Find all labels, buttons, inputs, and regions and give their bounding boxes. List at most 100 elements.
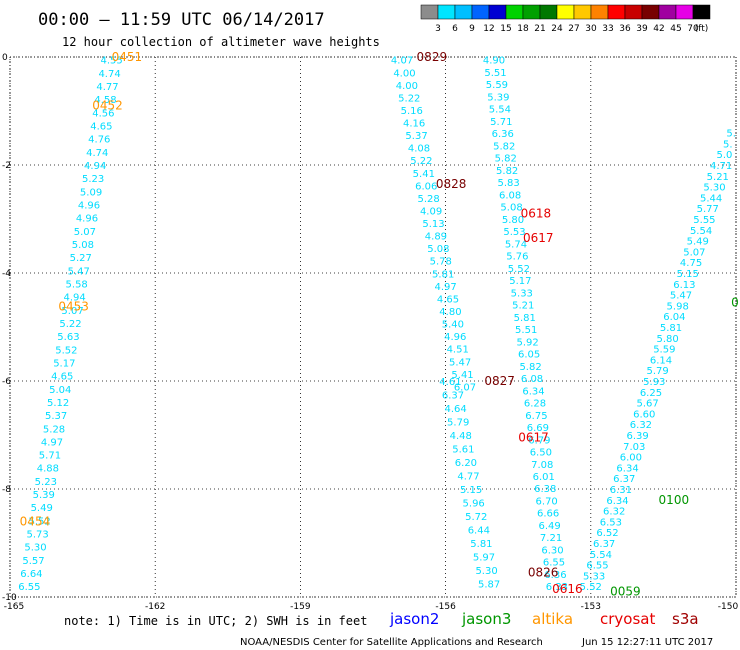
wave-height-value: 5.71 — [39, 451, 61, 462]
wave-height-value: 5.33 — [583, 571, 605, 582]
wave-height-value: 4.00 — [393, 68, 415, 79]
colorbar-label: (ft) — [695, 24, 709, 34]
wave-height-value: 5.28 — [418, 194, 440, 205]
colorbar-label: 15 — [500, 24, 511, 34]
wave-height-value: 5.76 — [506, 252, 528, 263]
wave-height-value: 5.52 — [508, 264, 530, 275]
wave-height-value: 6.25 — [640, 388, 662, 399]
colorbar-swatch — [624, 4, 643, 20]
y-tick-label: -6 — [2, 377, 11, 387]
wave-height-value: 4.55 — [101, 56, 123, 67]
y-tick-label: 0 — [2, 53, 8, 63]
wave-height-value: 4.74 — [98, 69, 120, 80]
wave-height-value: 6.55 — [586, 561, 608, 572]
wave-height-value: 5.96 — [463, 499, 485, 510]
wave-height-value: 5.53 — [503, 227, 525, 238]
wave-height-value: 5.73 — [26, 530, 48, 541]
colorbar-swatch — [675, 4, 694, 20]
wave-height-value: 5.12 — [47, 398, 69, 409]
wave-height-value: 5.82 — [495, 154, 517, 165]
wave-height-value: 4.88 — [37, 464, 59, 475]
wave-height-value: 6.55 — [543, 558, 565, 569]
wave-height-value: 5.30 — [24, 543, 46, 554]
wave-height-value: 5.39 — [487, 92, 509, 103]
wave-height-value: 6.75 — [525, 411, 547, 422]
wave-height-value: 6.37 — [593, 539, 615, 550]
wave-height-value: 6.20 — [455, 458, 477, 469]
wave-height-value: 6.07 — [454, 382, 476, 393]
wave-height-value: 6.55 — [18, 582, 40, 593]
wave-height-value: 5.49 — [31, 503, 53, 514]
wave-height-value: 5.08 — [72, 240, 94, 251]
wave-height-value: 5.61 — [452, 445, 474, 456]
satellite-legend: jason2 jason3 altika cryosat s3a — [389, 610, 699, 628]
wave-height-value: 4.89 — [425, 232, 447, 243]
wave-height-value: 6.14 — [650, 355, 672, 366]
wave-height-value: 4.94 — [84, 161, 106, 172]
wave-height-value: 5.52 — [55, 345, 77, 356]
colorbar-swatch — [437, 4, 456, 20]
wave-height-value: 4.00 — [396, 81, 418, 92]
wave-height-value: 5.16 — [401, 106, 423, 117]
wave-height-value: 6.50 — [530, 448, 552, 459]
wave-height-value: 5.23 — [35, 477, 57, 488]
wave-height-value: 4.64 — [444, 404, 466, 415]
wave-height-value: 6.32 — [630, 420, 652, 431]
wave-height-value: 5.81 — [660, 323, 682, 334]
colorbar-label: 70 — [687, 24, 699, 34]
wave-height-value: 7.21 — [540, 533, 562, 544]
colorbar-label: 6 — [452, 24, 458, 34]
satellite-legend-entry: jason2 — [389, 610, 439, 628]
colorbar-label: 21 — [534, 24, 545, 34]
wave-height-value: 6.06 — [415, 181, 437, 192]
wave-height-value: 5.71 — [490, 117, 512, 128]
time-label: 0617 — [523, 231, 554, 245]
wave-height-value: 6.36 — [544, 570, 566, 581]
time-label: 0616 — [552, 582, 583, 596]
wave-height-value: 7.08 — [531, 460, 553, 471]
wave-height-value: 5.49 — [687, 237, 709, 248]
wave-height-value: 5.79 — [647, 366, 669, 377]
wave-height-value: 5.21 — [707, 172, 729, 183]
wave-height-value: 4.96 — [76, 214, 98, 225]
wave-height-value: 6.34 — [616, 463, 638, 474]
satellite-legend-entry: s3a — [672, 610, 699, 628]
plot-grid — [9, 56, 737, 598]
wave-height-value: 5.80 — [657, 334, 679, 345]
wave-height-value: 5.23 — [82, 174, 104, 185]
wave-height-value: 4.09 — [420, 206, 442, 217]
wave-height-value: 4.61 — [439, 377, 461, 388]
wave-height-value: 5.54 — [690, 226, 712, 237]
colorbar-swatch — [505, 4, 524, 20]
wave-height-value: 6.13 — [673, 280, 695, 291]
colorbar-label: 18 — [517, 24, 529, 34]
colorbar-legend: 3 6 9 12 15 18 21 24 27 30 33 36 39 42 45 70(ft) — [420, 4, 711, 34]
satellite-legend-entry: jason3 — [461, 610, 511, 628]
wave-height-value: 5.47 — [670, 291, 692, 302]
wave-height-value: 6.64 — [20, 569, 42, 580]
wave-height-value: 5.30 — [475, 566, 497, 577]
colorbar-swatch — [658, 4, 677, 20]
time-label: 0827 — [484, 374, 515, 388]
satellite-legend-entry: altika — [532, 610, 573, 628]
time-label: 0100 — [731, 296, 740, 310]
x-tick-label: -165 — [4, 602, 24, 612]
wave-height-value: 5.37 — [405, 131, 427, 142]
colorbar-label: 42 — [653, 24, 664, 34]
wave-height-value: 5. — [726, 129, 736, 140]
wave-height-value: 5.27 — [70, 253, 92, 264]
colorbar-swatch — [539, 4, 558, 20]
wave-height-value: 6.37 — [442, 391, 464, 402]
colorbar-swatch — [641, 4, 660, 20]
wave-height-value: 6.66 — [537, 509, 559, 520]
wave-height-value: 4.96 — [78, 200, 100, 211]
x-tick-label: -162 — [145, 602, 165, 612]
wave-height-value: 5.59 — [653, 345, 675, 356]
wave-height-value: 5.07 — [683, 247, 705, 258]
wave-height-value: 6.60 — [633, 409, 655, 420]
colorbar-label: 33 — [602, 24, 613, 34]
wave-height-value: 6.38 — [534, 484, 556, 495]
wave-height-value: 5.07 — [61, 306, 83, 317]
wave-height-value: 6.32 — [603, 507, 625, 518]
